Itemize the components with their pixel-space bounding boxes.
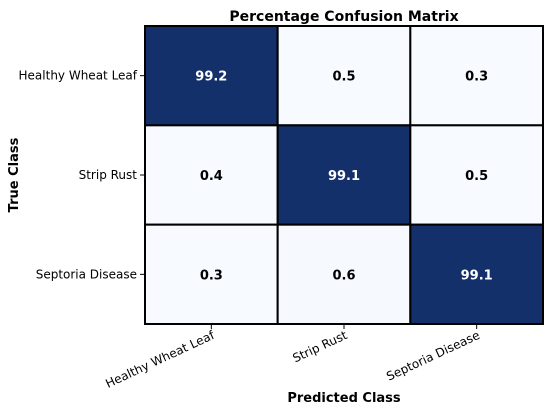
cell-value-label: 99.2 [195, 70, 227, 85]
cell-value-label: 0.3 [200, 268, 223, 283]
x-tick-labels: Healthy Wheat Leaf Strip Rust Septoria Dis… [103, 324, 482, 391]
heatmap-cells [144, 25, 545, 326]
heatmap-cell [409, 124, 545, 226]
heatmap-cell [276, 223, 412, 326]
cell-value-label: 0.3 [465, 70, 488, 85]
cell-value-label: 0.4 [200, 169, 223, 184]
y-tick-label: Septoria Disease [36, 267, 137, 281]
heatmap-cell [144, 25, 279, 127]
heatmap-cell [276, 25, 412, 127]
y-tick-labels: Healthy Wheat Leaf Strip Rust Septoria Dis… [19, 69, 145, 281]
cell-value-labels: 99.2 0.5 0.3 0.4 99.1 0.5 0.3 0.6 99.1 [195, 70, 492, 284]
cell-value-label: 0.5 [465, 169, 488, 184]
x-tick-label: Healthy Wheat Leaf [103, 328, 217, 391]
x-tick-label: Septoria Disease [384, 328, 482, 383]
cell-value-label: 99.1 [328, 169, 360, 184]
y-axis-label: True Class [7, 137, 22, 212]
cell-value-label: 99.1 [461, 268, 493, 283]
y-tick-label: Healthy Wheat Leaf [19, 69, 138, 83]
plot-frame [144, 25, 544, 325]
y-tick-label: Strip Rust [79, 168, 138, 182]
x-axis-label: Predicted Class [287, 391, 401, 406]
chart-title: Percentage Confusion Matrix [229, 9, 458, 25]
cell-value-label: 0.5 [332, 70, 355, 85]
x-tick-label: Strip Rust [290, 328, 349, 365]
cell-value-label: 0.6 [332, 268, 355, 283]
